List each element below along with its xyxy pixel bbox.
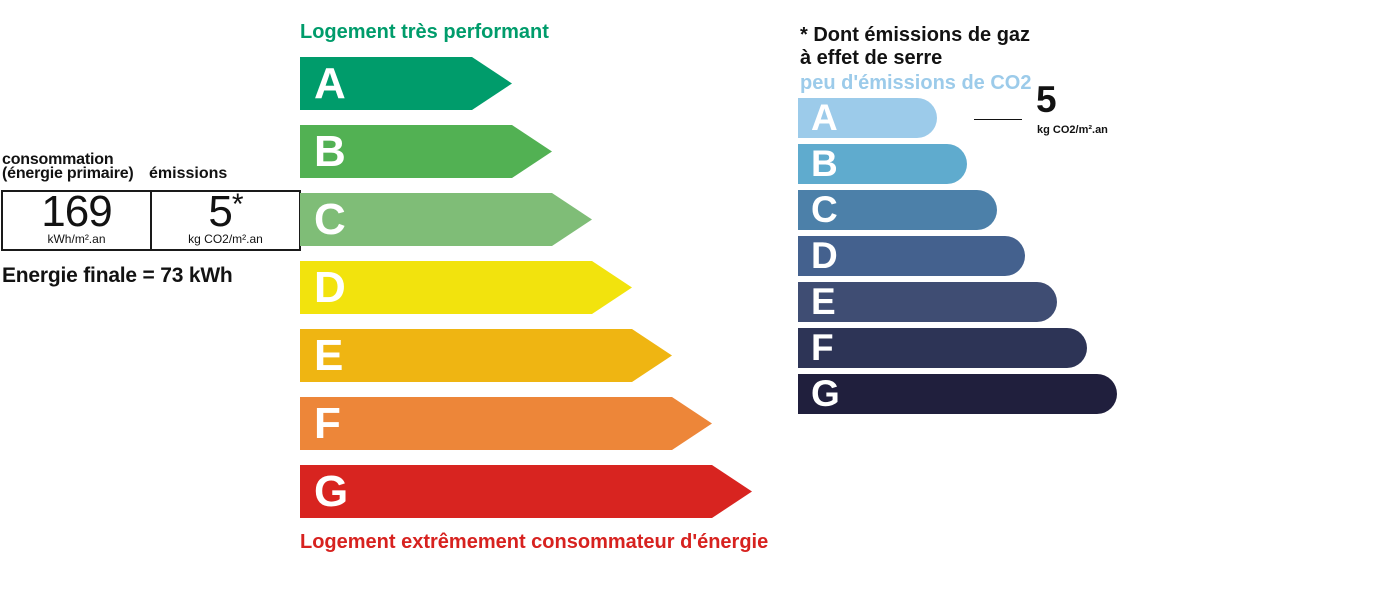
class-letter: D [314,263,346,312]
energy-scale-row-G: G [300,465,752,518]
energy-scale-row-B: B [300,125,552,178]
co2-scale-row-E: E [798,282,1057,322]
co2-scale-row-A: A [798,98,937,138]
class-letter: G [314,467,349,516]
class-letter: B [811,143,838,184]
consumption-header-line1: consommation [2,151,114,168]
class-letter: C [314,195,346,244]
energy-scale-row-F: F [300,397,712,450]
emissions-value: 5* [208,187,243,236]
co2-note-line2: à effet de serre [800,47,943,69]
co2-scale-row-D: D [798,236,1025,276]
values-box: 169 kWh/m².an 5* kg CO2/m².an [1,190,301,251]
class-letter: B [314,127,346,176]
consumption-header-line2: (énergie primaire) [2,165,134,182]
co2-scale-row-F: F [798,328,1087,368]
class-letter: F [811,327,834,368]
co2-indicated-unit: kg CO2/m².an [1037,124,1108,136]
emissions-asterisk: * [231,188,244,221]
co2-scale-row-G: G [798,374,1117,414]
co2-indicated-value: 5 [1036,79,1057,120]
emissions-value-cell: 5* kg CO2/m².an [150,187,299,249]
energy-scale-row-A: A [300,57,512,110]
co2-note-line1: * Dont émissions de gaz [800,24,1031,46]
consumption-value-cell: 169 kWh/m².an [3,187,150,249]
energy-scale-row-E: E [300,329,672,382]
co2-note: * Dont émissions de gaz à effet de serre [800,24,1030,70]
class-letter: D [811,235,838,276]
co2-scale-row-B: B [798,144,967,184]
consumption-value: 169 [41,187,112,236]
class-letter: A [314,59,346,108]
class-letter: G [811,373,840,414]
final-energy-label: Energie finale = 73 kWh [2,264,233,287]
emissions-unit: kg CO2/m².an [188,232,263,246]
consumption-header: consommation (énergie primaire) [2,151,134,182]
class-letter: A [811,97,838,138]
consumption-unit: kWh/m².an [47,232,106,246]
energy-scale-top-label: Logement très performant [300,21,549,43]
energy-scale-bottom-label: Logement extrêmement consommateur d'éner… [300,531,769,553]
class-letter: C [811,189,838,230]
energy-scale-row-C: C [300,193,592,246]
class-letter: F [314,399,341,448]
co2-scale-row-C: C [798,190,997,230]
co2-subtitle: peu d'émissions de CO2 [800,72,1032,94]
class-letter: E [811,281,836,322]
emissions-header: émissions [149,165,228,182]
energy-scale-row-D: D [300,261,632,314]
co2-value-leader-line [974,119,1022,120]
class-letter: E [314,331,344,380]
